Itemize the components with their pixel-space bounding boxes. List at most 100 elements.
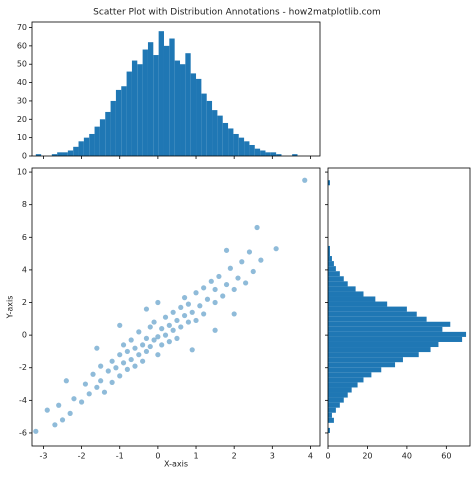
point xyxy=(212,327,218,333)
chart-title: Scatter Plot with Distribution Annotatio… xyxy=(93,8,381,18)
point xyxy=(117,322,123,328)
y-axis-label: Y-axis xyxy=(6,296,15,320)
point xyxy=(151,319,157,325)
point xyxy=(90,371,96,377)
point xyxy=(193,317,199,324)
y-tick-label: 30 xyxy=(17,96,27,105)
point xyxy=(162,314,169,320)
point xyxy=(132,345,138,351)
point xyxy=(109,379,115,386)
point xyxy=(143,335,150,341)
point xyxy=(250,268,256,275)
point xyxy=(82,381,89,387)
point xyxy=(227,265,233,271)
bar xyxy=(328,256,332,262)
bar xyxy=(270,152,277,156)
point xyxy=(185,301,191,307)
point xyxy=(63,378,69,384)
x-axis-label: X-axis xyxy=(164,460,188,469)
x-tick-label: 1 xyxy=(193,452,198,461)
bar xyxy=(328,331,467,337)
point xyxy=(212,286,218,293)
bar xyxy=(73,146,79,156)
point xyxy=(174,335,180,341)
point xyxy=(136,329,142,335)
bar xyxy=(62,152,68,156)
bar xyxy=(180,64,186,156)
point xyxy=(136,352,142,358)
point xyxy=(258,257,264,263)
bar xyxy=(185,53,191,157)
point xyxy=(78,399,85,405)
point xyxy=(302,177,308,183)
bar xyxy=(126,71,132,156)
bar xyxy=(238,137,245,156)
point xyxy=(33,428,39,434)
bar xyxy=(328,427,330,433)
point xyxy=(124,348,130,355)
bar xyxy=(94,126,100,156)
point xyxy=(117,373,123,379)
point xyxy=(151,337,157,343)
point xyxy=(71,396,77,402)
point xyxy=(147,343,153,350)
bar xyxy=(328,357,403,363)
bar xyxy=(260,150,266,156)
bar xyxy=(190,73,197,156)
point xyxy=(143,348,150,355)
point xyxy=(231,311,237,317)
y-tick-label: 20 xyxy=(17,115,27,124)
bar xyxy=(328,397,344,403)
point xyxy=(105,368,111,374)
point xyxy=(128,337,134,343)
bar xyxy=(276,154,282,156)
bar xyxy=(153,55,159,157)
point xyxy=(181,312,188,319)
y-tick-label: 10 xyxy=(17,133,27,142)
bar xyxy=(174,60,181,157)
point xyxy=(98,363,104,369)
point xyxy=(223,281,230,288)
bar xyxy=(328,417,334,423)
bar xyxy=(328,387,352,393)
point xyxy=(243,280,249,286)
x-tick-label: 3 xyxy=(270,452,275,461)
bar xyxy=(201,93,207,156)
point xyxy=(246,249,253,255)
point xyxy=(59,417,66,423)
point xyxy=(201,285,207,291)
bar xyxy=(35,154,42,156)
point xyxy=(101,389,108,395)
axes-frame xyxy=(31,21,321,157)
y-tick-label: 0 xyxy=(22,331,27,340)
point xyxy=(120,342,127,348)
bar xyxy=(328,372,372,378)
bar xyxy=(328,402,340,408)
point xyxy=(185,319,191,325)
bar xyxy=(142,49,148,156)
point xyxy=(120,360,127,366)
y-tick-label: 50 xyxy=(17,60,27,69)
bar xyxy=(292,154,298,156)
bar xyxy=(228,128,234,156)
point xyxy=(162,332,169,338)
point xyxy=(220,293,226,299)
bar xyxy=(169,38,175,156)
bar xyxy=(328,347,431,353)
bar xyxy=(147,42,154,156)
point xyxy=(235,275,241,281)
point xyxy=(178,304,184,311)
bar xyxy=(328,367,382,373)
point xyxy=(155,352,161,358)
point xyxy=(212,299,218,306)
point xyxy=(166,322,172,328)
y-tick-label: -4 xyxy=(19,396,27,405)
bar xyxy=(57,152,63,156)
bar xyxy=(206,100,213,156)
bar xyxy=(328,271,340,277)
bar xyxy=(217,115,223,156)
point xyxy=(155,299,161,306)
point xyxy=(170,309,176,315)
bar xyxy=(196,78,202,156)
bar xyxy=(328,352,419,358)
